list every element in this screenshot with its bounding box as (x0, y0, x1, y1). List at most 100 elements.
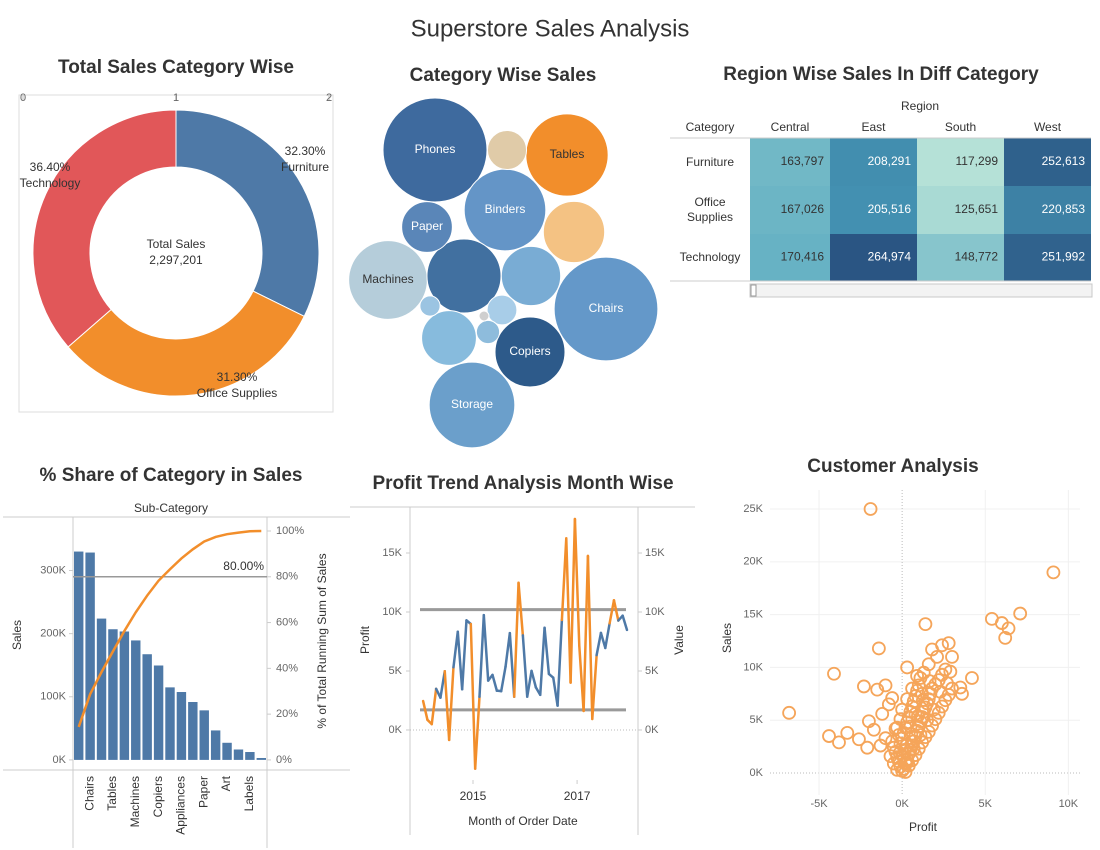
y-axis-title: Sales (10, 620, 24, 650)
slice-value-label: 31.30% (217, 370, 258, 384)
scatter-point (925, 642, 939, 657)
y2-tick-label: 0% (276, 754, 292, 766)
heat-cell (830, 234, 917, 281)
row-label: Furniture (685, 154, 735, 169)
slice-category-label: Office Supplies (197, 386, 278, 400)
bubble-label: Paper (411, 219, 443, 233)
heat-cell (750, 138, 830, 186)
line-segment (430, 687, 438, 726)
y-tick-label: 200K (40, 628, 66, 640)
x-tick-label: 10K (1059, 798, 1079, 810)
chart-title: Region Wise Sales In Diff Category (723, 64, 1039, 85)
row-label-box: Technology (679, 250, 741, 264)
x-tick-label: Art (219, 775, 233, 791)
line-segment (608, 599, 616, 625)
y2-tick-label: 5K (645, 665, 659, 677)
line-segment (512, 581, 520, 698)
x-tick-label: Paper (196, 776, 210, 808)
scatter-point (965, 671, 979, 685)
x-axis-title: Profit (909, 820, 938, 834)
y2-tick-label: 60% (276, 616, 298, 628)
row-label: Office Supplies (686, 195, 734, 224)
scatter-point (881, 697, 896, 712)
center-label: Total Sales (147, 237, 206, 251)
slice-value-label: 32.30% (285, 144, 326, 158)
line-segment (517, 581, 525, 637)
bar (85, 552, 95, 760)
scatter-point (905, 681, 920, 696)
scatter-point (840, 726, 855, 740)
x-tick-label: Chairs (82, 776, 96, 811)
bubble (542, 200, 606, 264)
heat-cell (917, 234, 1004, 281)
y2-axis-title: Value (672, 625, 686, 655)
bubble (478, 310, 490, 322)
scatter-point (916, 693, 930, 708)
y-tick-label: 0K (750, 767, 764, 779)
line-segment (421, 699, 429, 722)
bubble-label: Machines (362, 272, 413, 286)
x-tick-label: 2017 (564, 789, 591, 803)
scatter-point (822, 729, 836, 743)
bar (153, 665, 164, 760)
heat-cell (1004, 138, 1091, 186)
line-segment (491, 673, 499, 692)
scatter-point (926, 702, 941, 717)
line-segment (530, 669, 538, 689)
line-segment (595, 631, 603, 657)
line-segment (573, 517, 581, 647)
line-segment (473, 695, 481, 770)
x-tick-label: -5K (810, 798, 828, 810)
heat-cell (1004, 186, 1091, 234)
scrollbar-thumb (750, 284, 757, 297)
bubble (428, 361, 516, 449)
bubble-label: Storage (451, 397, 493, 411)
column-label: West (1034, 120, 1062, 134)
donut-slice (175, 109, 320, 317)
scatter-point (998, 630, 1013, 645)
scatter-point (878, 678, 893, 693)
scatter-point (893, 712, 908, 727)
x-tick-label: 5K (979, 798, 993, 810)
y2-tick-label: 15K (645, 547, 665, 559)
y-tick-label: 300K (40, 564, 66, 576)
cell-label: 205,516 (868, 202, 912, 216)
scatter-point (875, 706, 890, 721)
heat-cell (750, 234, 830, 281)
bar (222, 742, 232, 760)
line-segment (586, 554, 594, 721)
heat-cell (750, 186, 830, 234)
scatter-point (938, 662, 953, 677)
line-segment (604, 622, 611, 650)
scatter-point (940, 676, 954, 691)
reference-label: 80.00% (223, 559, 264, 573)
row-label-box: Furniture (685, 154, 735, 169)
x-tick-label: Tables (105, 776, 119, 811)
scatter-point (890, 762, 905, 777)
line-segment (538, 626, 546, 697)
scatter-point (918, 617, 933, 632)
scatter-point (870, 682, 885, 697)
scatter-point (885, 734, 900, 749)
row-label: Technology (679, 250, 741, 264)
bar (199, 710, 209, 760)
cell-label: 251,992 (1042, 250, 1086, 264)
line-segment (478, 613, 486, 699)
scatter-point (900, 660, 915, 675)
y-tick-label: 15K (743, 609, 763, 621)
slice-category-label: Furniture (281, 160, 329, 174)
column-header: Region (901, 99, 939, 113)
bar (233, 749, 244, 760)
line-segment (482, 613, 490, 682)
x-tick-label: 0 (20, 92, 26, 104)
line-segment (525, 669, 533, 698)
scatter-point (827, 666, 841, 681)
heat-cell (917, 138, 1004, 186)
y-tick-label: 100K (40, 691, 66, 703)
column-label: South (945, 120, 976, 134)
scatter-point (945, 649, 959, 664)
bar (176, 692, 187, 760)
chart-title: Profit Trend Analysis Month Wise (372, 473, 673, 494)
line-segment (447, 665, 455, 742)
y-tick-label: 10K (382, 606, 402, 618)
